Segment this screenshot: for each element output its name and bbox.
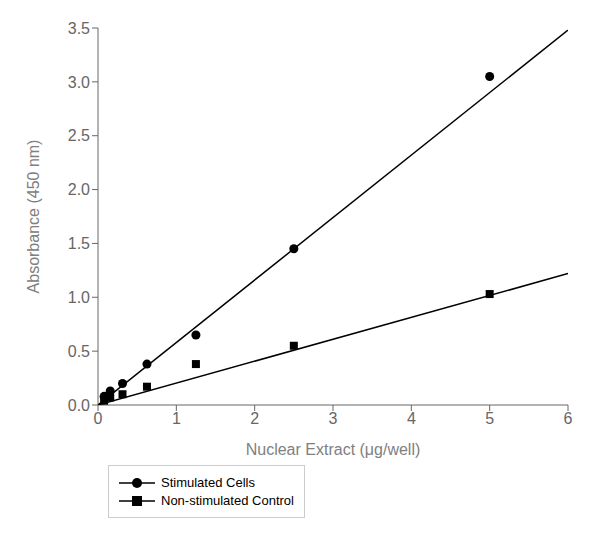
html-text:Stimulated Cells: Stimulated Cells bbox=[161, 475, 255, 490]
svg-text:3.0: 3.0 bbox=[68, 74, 90, 91]
svg-text:2.5: 2.5 bbox=[68, 127, 90, 144]
svg-text:3: 3 bbox=[329, 410, 338, 427]
svg-text:1: 1 bbox=[172, 410, 181, 427]
svg-text:1.5: 1.5 bbox=[68, 235, 90, 252]
svg-text:2: 2 bbox=[250, 410, 259, 427]
svg-text:6: 6 bbox=[564, 410, 573, 427]
svg-text:0: 0 bbox=[94, 410, 103, 427]
svg-text:1.0: 1.0 bbox=[68, 289, 90, 306]
html-text:Non-stimulated Control: Non-stimulated Control bbox=[161, 493, 294, 508]
svg-text:2.0: 2.0 bbox=[68, 181, 90, 198]
svg-text:3.5: 3.5 bbox=[68, 20, 90, 37]
svg-text:4: 4 bbox=[407, 410, 416, 427]
svg-text:Nuclear Extract (μg/well): Nuclear Extract (μg/well) bbox=[246, 441, 421, 458]
svg-text:5: 5 bbox=[485, 410, 494, 427]
svg-text:0.5: 0.5 bbox=[68, 343, 90, 360]
svg-text:Absorbance (450 nm): Absorbance (450 nm) bbox=[25, 140, 42, 294]
svg-text:0.0: 0.0 bbox=[68, 397, 90, 414]
